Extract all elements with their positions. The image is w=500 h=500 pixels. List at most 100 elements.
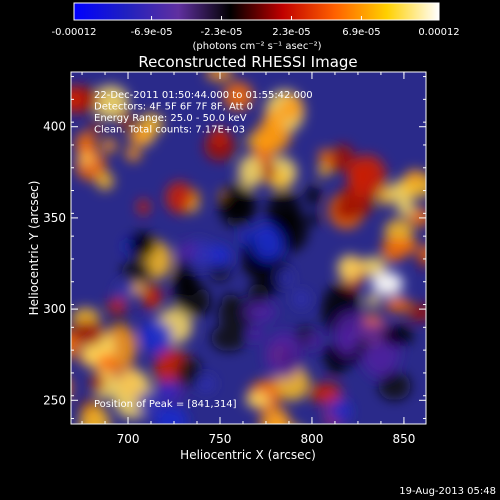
heatmap-blob bbox=[139, 319, 174, 354]
peak-position-label: Position of Peak = [841,314] bbox=[94, 399, 237, 410]
heatmap-blob bbox=[142, 284, 162, 310]
heatmap-blob bbox=[211, 127, 228, 146]
heatmap-blob bbox=[154, 406, 188, 424]
colorbar-gradient bbox=[73, 2, 440, 21]
annotation-line: 22-Dec-2011 01:50:44.000 to 01:55:42.000 bbox=[94, 90, 313, 101]
heatmap-blob bbox=[137, 199, 150, 216]
heatmap-blob bbox=[160, 384, 177, 397]
heatmap-blob bbox=[117, 112, 134, 129]
x-tick-label: 850 bbox=[392, 432, 415, 446]
heatmap-blob bbox=[335, 328, 358, 357]
y-tick-label: 350 bbox=[43, 211, 66, 225]
heatmap-blob bbox=[96, 172, 114, 191]
heatmap-blob bbox=[79, 405, 111, 424]
heatmap-blob bbox=[128, 232, 157, 259]
heatmap-blob bbox=[172, 273, 200, 297]
heatmap-blob bbox=[277, 268, 293, 287]
colorbar-unit-label: (photons cm⁻² s⁻¹ asec⁻²) bbox=[192, 41, 321, 52]
heatmap-blob bbox=[211, 324, 247, 352]
y-tick-label: 300 bbox=[43, 302, 66, 316]
heatmap-blob bbox=[405, 169, 425, 183]
heatmap-blob bbox=[121, 259, 153, 284]
heatmap-blob bbox=[318, 149, 333, 164]
heatmap-blob bbox=[264, 331, 303, 379]
heatmap-blob bbox=[346, 154, 387, 198]
annotation-line: Detectors: 4F 5F 6F 7F 8F, Att 0 bbox=[94, 102, 253, 113]
x-tick-label: 700 bbox=[117, 432, 140, 446]
heatmap-blob bbox=[378, 371, 411, 401]
heatmap-blob bbox=[332, 198, 362, 222]
colorbar-tick-label: -6.9e-05 bbox=[131, 27, 173, 38]
heatmap-blob bbox=[223, 81, 253, 111]
heatmap-blob bbox=[418, 245, 426, 261]
heatmap-blob bbox=[331, 144, 355, 172]
heatmap-blob bbox=[196, 375, 216, 393]
heatmap-blob bbox=[221, 196, 257, 218]
heatmap-blob bbox=[71, 320, 105, 346]
heatmap-blob bbox=[136, 390, 163, 418]
heatmap-blob bbox=[165, 181, 194, 214]
x-axis-label: Heliocentric X (arcsec) bbox=[180, 448, 316, 462]
heatmap-blob bbox=[399, 238, 419, 255]
colorbar-ticks: -0.00012 -6.9e-05 -2.3e-05 2.3e-05 6.9e-05 0.… bbox=[52, 16, 460, 38]
heatmap-blob bbox=[251, 224, 283, 262]
y-axis-label: Heliocentric Y (arcsec) bbox=[27, 181, 41, 316]
heatmap-blob bbox=[71, 332, 80, 358]
heatmap-blob bbox=[305, 185, 321, 206]
heatmap-blob bbox=[49, 346, 66, 357]
heatmap-blob bbox=[359, 256, 387, 278]
heatmap-blob bbox=[89, 374, 106, 392]
heatmap-blob bbox=[128, 125, 153, 146]
heatmap-blob bbox=[248, 326, 264, 342]
heatmap-blob bbox=[244, 302, 276, 323]
heatmap-blob bbox=[89, 120, 104, 133]
heatmap-blob bbox=[110, 317, 126, 328]
heatmap-blob bbox=[384, 296, 411, 313]
heatmap-blob bbox=[125, 146, 142, 162]
plot-frame bbox=[70, 71, 427, 425]
heatmap-blob bbox=[303, 333, 323, 349]
heatmap-blob bbox=[327, 363, 345, 374]
heatmap-blob bbox=[337, 254, 364, 282]
heatmap-blob bbox=[179, 242, 197, 259]
colorbar-tick-label: -2.3e-05 bbox=[201, 27, 243, 38]
x-axis: 700 750 800 850 bbox=[81, 72, 415, 446]
heatmap-blob bbox=[279, 95, 303, 122]
heatmap-blob bbox=[92, 85, 129, 120]
y-tick-label: 250 bbox=[43, 393, 66, 407]
y-axis: 250 300 350 400 bbox=[43, 76, 426, 420]
heatmap-blob bbox=[306, 213, 321, 225]
heatmap-blob bbox=[407, 303, 426, 322]
heatmap-blob bbox=[248, 283, 269, 308]
heatmap-blob bbox=[293, 290, 310, 308]
heatmap-blob bbox=[205, 72, 233, 82]
heatmap-blob bbox=[176, 356, 202, 387]
heatmap-peak bbox=[371, 271, 404, 296]
heatmap-blob bbox=[75, 131, 97, 158]
annotation-line: Clean. Total counts: 7.17E+03 bbox=[94, 125, 245, 136]
x-tick-label: 750 bbox=[209, 432, 232, 446]
x-tick-label: 800 bbox=[301, 432, 324, 446]
heatmap-blob bbox=[327, 399, 352, 424]
heatmap-blob bbox=[354, 339, 370, 351]
heatmap-blob bbox=[272, 171, 290, 188]
colorbar-tick-label: -0.00012 bbox=[52, 27, 97, 38]
y-tick-label: 400 bbox=[43, 120, 66, 134]
heatmap-blob bbox=[396, 201, 416, 216]
annotation-line: Energy Range: 25.0 - 50.0 keV bbox=[94, 113, 247, 124]
heatmap-blob bbox=[263, 108, 283, 134]
heatmap-blob bbox=[259, 406, 291, 424]
heatmap-blob bbox=[123, 279, 136, 297]
heatmap-blob bbox=[252, 120, 291, 153]
heatmap-blob bbox=[106, 298, 128, 313]
colorbar-tick-label: 6.9e-05 bbox=[342, 27, 380, 38]
heatmap-blob bbox=[101, 138, 117, 153]
chart-title: Reconstructed RHESSI Image bbox=[138, 53, 357, 71]
heatmap-blob bbox=[366, 294, 380, 307]
colorbar-tick-label: 2.3e-05 bbox=[272, 27, 310, 38]
colorbar: -0.00012 -6.9e-05 -2.3e-05 2.3e-05 6.9e-05 0.… bbox=[52, 2, 460, 52]
footer-timestamp: 19-Aug-2013 05:48 bbox=[399, 486, 496, 497]
annotations: 22-Dec-2011 01:50:44.000 to 01:55:42.000… bbox=[94, 90, 313, 136]
heatmap-blob bbox=[71, 86, 85, 113]
heatmap-blob bbox=[245, 392, 270, 408]
